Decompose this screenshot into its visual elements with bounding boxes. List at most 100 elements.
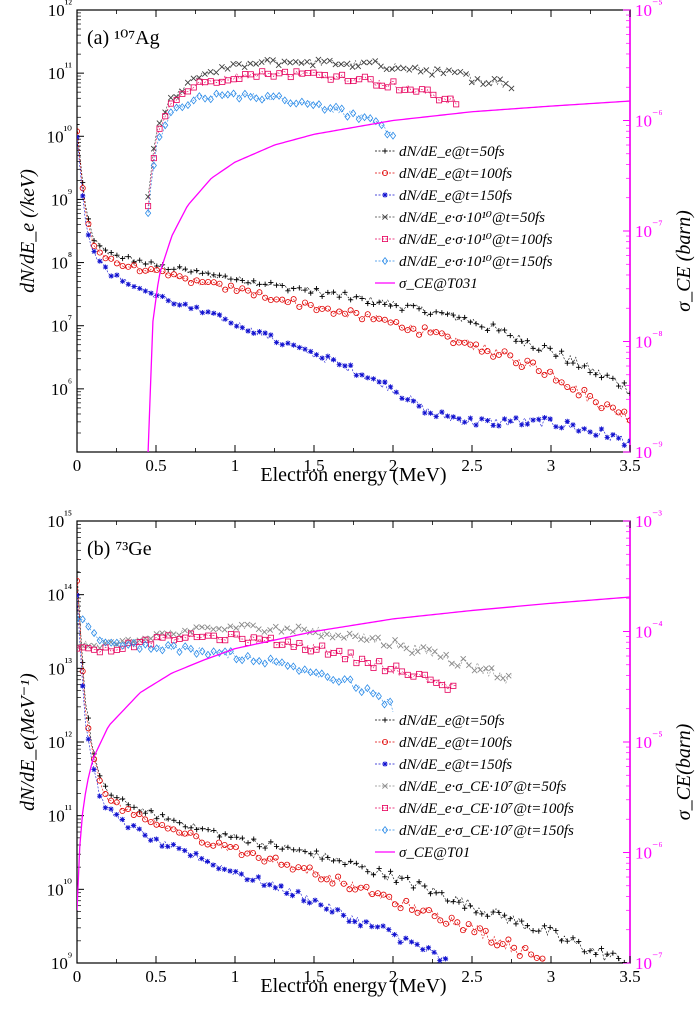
data-point: [301, 626, 308, 633]
data-point: [167, 100, 174, 107]
data-point: [150, 161, 157, 170]
data-point: [330, 289, 337, 295]
data-point: [136, 826, 142, 832]
data-point: [221, 626, 228, 633]
data-point: [256, 329, 263, 335]
legend: dN/dE_e@t=50fs dN/dE_e@t=100fs dN/dE_e@t=1…: [375, 144, 553, 292]
data-point: [374, 924, 381, 930]
data-point: [258, 95, 266, 104]
data-point: [230, 89, 237, 98]
data-point: [342, 289, 348, 295]
data-point: [609, 404, 616, 411]
legend-label: dN/dE_e@t=150fs: [399, 757, 512, 773]
data-point: [340, 880, 347, 887]
data-point: [147, 819, 154, 826]
data-point: [477, 925, 484, 932]
data-point: [330, 649, 337, 656]
data-point: [247, 71, 254, 78]
data-point: [125, 825, 131, 831]
data-point: [182, 266, 188, 272]
y-tick-label: 10¹⁰: [47, 876, 73, 899]
data-point: [219, 91, 226, 100]
data-point: [247, 60, 254, 67]
data-point: [182, 847, 188, 854]
data-point: [333, 73, 340, 80]
series-4: [77, 630, 457, 693]
data-point: [264, 56, 271, 63]
data-point: [454, 662, 461, 669]
data-point: [194, 268, 200, 274]
data-point: [308, 348, 314, 355]
data-point: [153, 836, 159, 842]
data-point: [90, 628, 98, 638]
data-point: [396, 87, 403, 94]
data-point: [211, 272, 217, 278]
data-point: [221, 866, 227, 872]
data-point: [353, 660, 360, 667]
data-point: [355, 115, 362, 124]
data-point: [182, 642, 189, 651]
data-point: [114, 272, 120, 278]
legend-swatch-marker: [381, 825, 389, 835]
data-point: [541, 371, 548, 378]
data-point: [410, 303, 416, 309]
data-point: [156, 120, 163, 127]
data-point: [437, 917, 444, 924]
y2-tick-label: 10⁻⁷: [635, 950, 663, 973]
data-point: [306, 864, 313, 871]
data-point: [564, 360, 570, 366]
data-point: [450, 414, 456, 420]
data-point: [96, 649, 103, 656]
data-point: [102, 644, 109, 651]
data-point: [364, 311, 371, 318]
data-point: [336, 858, 342, 864]
data-point: [553, 424, 559, 430]
x-axis-label: Electron energy (MeV): [260, 975, 446, 997]
data-point: [444, 686, 451, 693]
data-point: [422, 309, 428, 316]
data-point: [350, 78, 357, 85]
data-point: [313, 646, 320, 653]
data-point: [281, 96, 288, 105]
data-point: [336, 294, 342, 300]
data-point: [136, 268, 143, 275]
data-point: [615, 435, 622, 441]
data-point: [500, 675, 506, 682]
data-point: [193, 634, 200, 641]
data-point: [621, 380, 627, 386]
data-point: [359, 316, 366, 323]
data-point: [275, 91, 283, 100]
y2-tick-label: 10⁻⁷: [635, 218, 663, 241]
series-3: [77, 621, 512, 684]
data-point: [376, 379, 382, 385]
data-point: [142, 267, 149, 274]
data-point: [570, 935, 576, 941]
data-point: [316, 71, 323, 78]
data-point: [547, 924, 553, 931]
data-point: [79, 615, 86, 624]
legend-label: dN/dE_e·σ·10¹⁰@t=100fs: [399, 232, 553, 248]
data-point: [190, 84, 197, 91]
data-point: [131, 804, 137, 810]
data-point: [604, 401, 611, 408]
data-point: [256, 656, 263, 666]
x-tick-label: 2.5: [461, 456, 482, 475]
data-point: [530, 345, 536, 351]
data-point: [323, 906, 330, 912]
y2-tick-label: 10⁻⁶: [635, 840, 663, 863]
data-point: [108, 648, 115, 655]
data-point: [272, 623, 279, 630]
data-point: [479, 911, 485, 917]
data-point: [347, 649, 354, 656]
data-point: [323, 876, 330, 883]
data-point: [336, 308, 343, 315]
data-point: [251, 836, 257, 842]
data-point: [440, 70, 447, 77]
data-point: [325, 353, 331, 359]
data-point: [85, 220, 92, 227]
data-point: [251, 330, 257, 336]
data-point: [456, 416, 462, 422]
data-point: [313, 668, 320, 677]
data-point: [245, 840, 251, 846]
data-point: [250, 622, 256, 629]
